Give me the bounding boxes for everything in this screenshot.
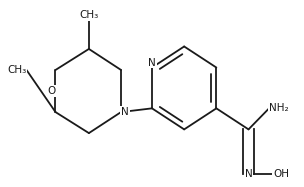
- Text: N: N: [148, 58, 156, 68]
- Text: N: N: [245, 169, 252, 179]
- Text: O: O: [47, 86, 56, 96]
- Text: NH₂: NH₂: [269, 103, 289, 113]
- Text: N: N: [121, 107, 129, 117]
- Text: CH₃: CH₃: [7, 65, 26, 75]
- Text: CH₃: CH₃: [79, 10, 98, 21]
- Text: OH: OH: [273, 169, 289, 179]
